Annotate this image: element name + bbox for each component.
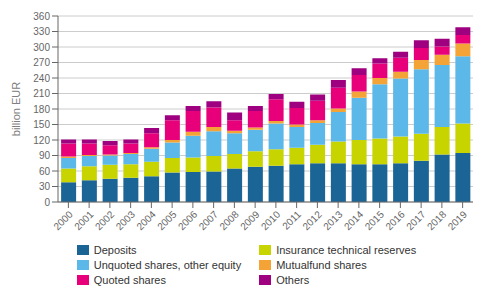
svg-text:2007: 2007 [197,208,221,232]
svg-text:2009: 2009 [238,208,262,232]
svg-text:2004: 2004 [134,208,158,232]
svg-text:240: 240 [33,73,50,84]
svg-text:90: 90 [39,150,51,161]
svg-text:2002: 2002 [93,208,117,232]
svg-text:2011: 2011 [280,208,303,231]
svg-text:2012: 2012 [300,208,324,232]
svg-text:2013: 2013 [321,208,345,232]
svg-text:2008: 2008 [217,208,241,232]
svg-text:300: 300 [33,42,50,53]
svg-text:150: 150 [33,119,50,130]
svg-text:2000: 2000 [51,208,75,232]
svg-text:billion EUR: billion EUR [10,82,22,136]
svg-text:2017: 2017 [404,208,428,232]
html-text:Quoted shares: Quoted shares [93,274,166,286]
svg-text:2010: 2010 [259,208,283,232]
svg-text:2006: 2006 [176,208,200,232]
svg-text:2016: 2016 [383,208,407,232]
svg-text:2019: 2019 [446,208,470,232]
svg-text:210: 210 [33,88,50,99]
html-text:Mutualfund shares: Mutualfund shares [276,259,367,271]
svg-text:180: 180 [33,104,50,115]
html-text:Others: Others [276,274,310,286]
svg-text:30: 30 [39,181,51,192]
html-text:Insurance technical reserves: Insurance technical reserves [276,244,417,256]
svg-text:60: 60 [39,166,51,177]
svg-text:2003: 2003 [114,208,138,232]
svg-text:360: 360 [33,11,50,22]
svg-text:2001: 2001 [72,208,96,232]
svg-text:330: 330 [33,26,50,37]
svg-text:2005: 2005 [155,208,179,232]
html-text:Unquoted shares, other equity: Unquoted shares, other equity [93,259,242,271]
svg-text:120: 120 [33,135,50,146]
svg-text:0: 0 [44,197,50,208]
svg-text:2015: 2015 [363,208,387,232]
svg-text:2018: 2018 [425,208,449,232]
svg-text:2014: 2014 [342,208,366,232]
html-text:Deposits: Deposits [93,244,137,256]
svg-text:270: 270 [33,57,50,68]
